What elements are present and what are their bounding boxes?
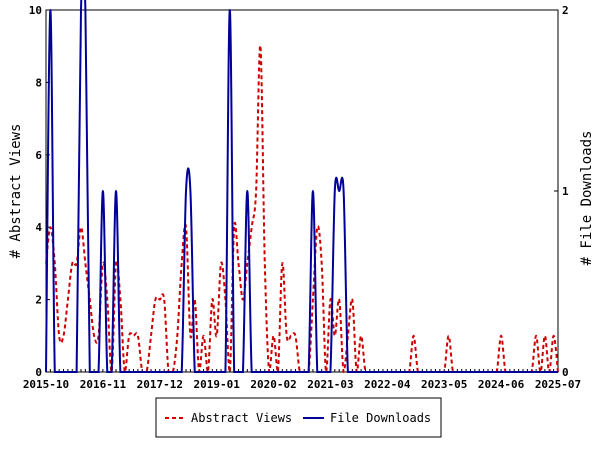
x-tick-label: 2021-03 [307, 378, 353, 391]
y-right-tick-label: 1 [562, 185, 569, 198]
legend-label-file-downloads: File Downloads [330, 411, 431, 425]
y-left-tick-label: 2 [35, 294, 42, 307]
x-tick-label: 2025-07 [535, 378, 581, 391]
y-left-tick-label: 10 [29, 4, 42, 17]
x-tick-labels: 2015-10 2016-11 2017-12 2019-01 2020-02 2021-… [23, 378, 581, 391]
y-left-tick-label: 4 [35, 221, 42, 234]
x-tick-label: 2019-01 [193, 378, 240, 391]
y-right-tick-label: 2 [562, 4, 569, 17]
x-tick-label: 2023-05 [421, 378, 467, 391]
series-line-file-downloads [45, 0, 558, 373]
x-tick-label: 2016-11 [80, 378, 127, 391]
legend-label-abstract-views: Abstract Views [191, 411, 292, 425]
x-tick-label: 2020-02 [250, 378, 296, 391]
series-lines [45, 0, 559, 374]
y-left-axis-title: # Abstract Views [8, 124, 24, 259]
legend: Abstract Views File Downloads [155, 397, 442, 438]
x-tick-label: 2015-10 [23, 378, 69, 391]
y-left-tick-label: 0 [35, 366, 42, 379]
x-tick-label: 2017-12 [137, 378, 183, 391]
y-left-tick-label: 8 [35, 76, 42, 89]
y-right-axis-title: # File Downloads [579, 131, 595, 266]
y-right-tick-label: 0 [562, 366, 569, 379]
plot-area [45, 9, 559, 373]
x-tick-label: 2024-06 [478, 378, 525, 391]
series-line-abstract-views [45, 44, 559, 374]
legend-box [155, 397, 442, 438]
x-tick-label: 2022-04 [364, 378, 411, 391]
y-left-tick-label: 6 [35, 149, 42, 162]
